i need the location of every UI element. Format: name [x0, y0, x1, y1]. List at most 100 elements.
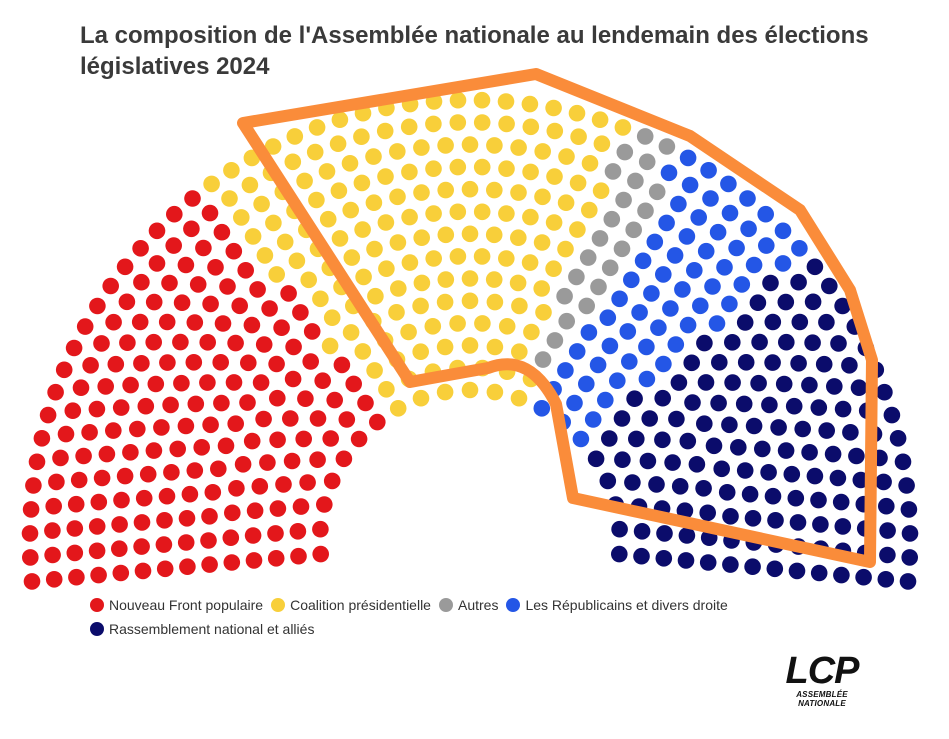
seat-nouveau-front-populaire: [225, 374, 243, 391]
seat-nouveau-front-populaire: [309, 410, 327, 427]
seat-rassemblement-national-et-allies: [900, 501, 918, 518]
seat-coalition-presidentielle: [341, 155, 359, 172]
seat-rassemblement-national-et-allies: [775, 375, 793, 393]
seat-rassemblement-national-et-allies: [810, 399, 828, 416]
seat-coalition-presidentielle: [473, 203, 491, 221]
seat-coalition-presidentielle: [498, 250, 515, 267]
seat-coalition-presidentielle: [437, 226, 455, 244]
seat-rassemblement-national-et-allies: [626, 390, 643, 408]
seat-rassemblement-national-et-allies: [804, 334, 821, 352]
seat-nouveau-front-populaire: [155, 536, 173, 553]
seat-nouveau-front-populaire: [131, 313, 149, 331]
highlight-outline: [237, 68, 878, 568]
seat-autres: [637, 202, 654, 220]
seat-rassemblement-national-et-allies: [611, 545, 628, 563]
seat-nouveau-front-populaire: [163, 464, 180, 481]
seat-coalition-presidentielle: [461, 225, 479, 243]
seat-autres: [590, 278, 607, 296]
seat-les-republicains-et-divers-droite: [667, 336, 685, 353]
seat-nouveau-front-populaire: [48, 473, 65, 491]
seat-les-republicains-et-divers-droite: [580, 324, 598, 341]
seat-rassemblement-national-et-allies: [699, 504, 716, 522]
seat-coalition-presidentielle: [498, 115, 515, 133]
seat-coalition-presidentielle: [592, 182, 610, 199]
seat-coalition-presidentielle: [308, 191, 325, 209]
seat-nouveau-front-populaire: [267, 550, 285, 567]
seat-coalition-presidentielle: [510, 184, 527, 201]
seat-coalition-presidentielle: [413, 184, 430, 201]
seat-rassemblement-national-et-allies: [587, 450, 605, 468]
seat-rassemblement-national-et-allies: [764, 313, 782, 331]
seat-coalition-presidentielle: [400, 118, 418, 136]
seat-les-republicains-et-divers-droite: [597, 391, 614, 409]
seat-nouveau-front-populaire: [93, 335, 110, 352]
seat-les-republicains-et-divers-droite: [774, 222, 792, 240]
seat-nouveau-front-populaire: [158, 487, 176, 505]
seat-nouveau-front-populaire: [156, 560, 174, 578]
legend-item-autres[interactable]: Autres: [438, 597, 498, 613]
seat-nouveau-front-populaire: [169, 440, 186, 458]
seat-rassemblement-national-et-allies: [679, 432, 697, 450]
seat-nouveau-front-populaire: [285, 338, 302, 356]
legend-item-nouveau-front-populaire[interactable]: Nouveau Front populaire: [90, 597, 263, 613]
seat-nouveau-front-populaire: [227, 415, 244, 433]
seat-nouveau-front-populaire: [350, 430, 368, 448]
seat-nouveau-front-populaire: [165, 237, 182, 254]
seat-nouveau-front-populaire: [219, 278, 236, 295]
seat-nouveau-front-populaire: [259, 454, 276, 471]
seat-coalition-presidentielle: [486, 137, 503, 154]
seat-rassemblement-national-et-allies: [736, 314, 754, 331]
seat-les-republicains-et-divers-droite: [566, 394, 583, 412]
seat-coalition-presidentielle: [388, 304, 405, 321]
seat-rassemblement-national-et-allies: [736, 462, 754, 479]
seat-autres: [558, 312, 575, 330]
legend-item-rassemblement-national-et-allies[interactable]: Rassemblement national et alliés: [90, 621, 314, 637]
seat-les-republicains-et-divers-droite: [655, 266, 672, 283]
seat-rassemblement-national-et-allies: [876, 383, 893, 401]
seat-coalition-presidentielle: [264, 138, 282, 155]
seat-nouveau-front-populaire: [22, 501, 40, 518]
seat-les-republicains-et-divers-droite: [700, 162, 717, 179]
seat-rassemblement-national-et-allies: [789, 514, 807, 531]
seat-nouveau-front-populaire: [134, 562, 152, 580]
seat-les-republicains-et-divers-droite: [679, 316, 697, 334]
seat-nouveau-front-populaire: [122, 444, 139, 461]
seat-coalition-presidentielle: [366, 362, 383, 379]
seat-rassemblement-national-et-allies: [804, 293, 822, 311]
seat-nouveau-front-populaire: [255, 336, 273, 353]
seat-nouveau-front-populaire: [199, 334, 216, 351]
seat-rassemblement-national-et-allies: [722, 508, 739, 525]
seat-coalition-presidentielle: [436, 293, 454, 311]
legend-item-les-republicains-et-divers-droite[interactable]: Les Républicains et divers droite: [506, 597, 728, 613]
seat-coalition-presidentielle: [522, 163, 539, 181]
seat-rassemblement-national-et-allies: [791, 313, 809, 331]
seat-coalition-presidentielle: [354, 221, 371, 238]
seat-coalition-presidentielle: [288, 252, 306, 270]
seat-nouveau-front-populaire: [25, 477, 42, 494]
seat-nouveau-front-populaire: [309, 451, 326, 469]
seat-rassemblement-national-et-allies: [830, 335, 847, 352]
seat-nouveau-front-populaire: [338, 411, 356, 428]
seat-rassemblement-national-et-allies: [745, 417, 763, 435]
seat-coalition-presidentielle: [569, 174, 587, 192]
seat-coalition-presidentielle: [233, 209, 250, 226]
seat-nouveau-front-populaire: [159, 354, 176, 371]
seat-coalition-presidentielle: [546, 122, 564, 140]
seat-les-republicains-et-divers-droite: [621, 353, 638, 370]
seat-coalition-presidentielle: [390, 280, 407, 297]
legend-label: Nouveau Front populaire: [109, 597, 264, 613]
legend-label: Les Républicains et divers droite: [525, 597, 728, 613]
seat-les-republicains-et-divers-droite: [533, 400, 551, 417]
seat-coalition-presidentielle: [413, 139, 430, 156]
seat-coalition-presidentielle: [486, 181, 503, 199]
seat-coalition-presidentielle: [511, 343, 528, 361]
seat-nouveau-front-populaire: [47, 383, 64, 401]
seat-rassemblement-national-et-allies: [670, 374, 688, 391]
seat-coalition-presidentielle: [436, 338, 454, 356]
seat-nouveau-front-populaire: [186, 314, 204, 331]
seat-nouveau-front-populaire: [189, 276, 207, 293]
seat-les-republicains-et-divers-droite: [666, 247, 684, 264]
seat-nouveau-front-populaire: [111, 540, 128, 557]
legend-item-coalition-presidentielle[interactable]: Coalition présidentielle: [271, 597, 431, 613]
seat-nouveau-front-populaire: [240, 354, 257, 372]
